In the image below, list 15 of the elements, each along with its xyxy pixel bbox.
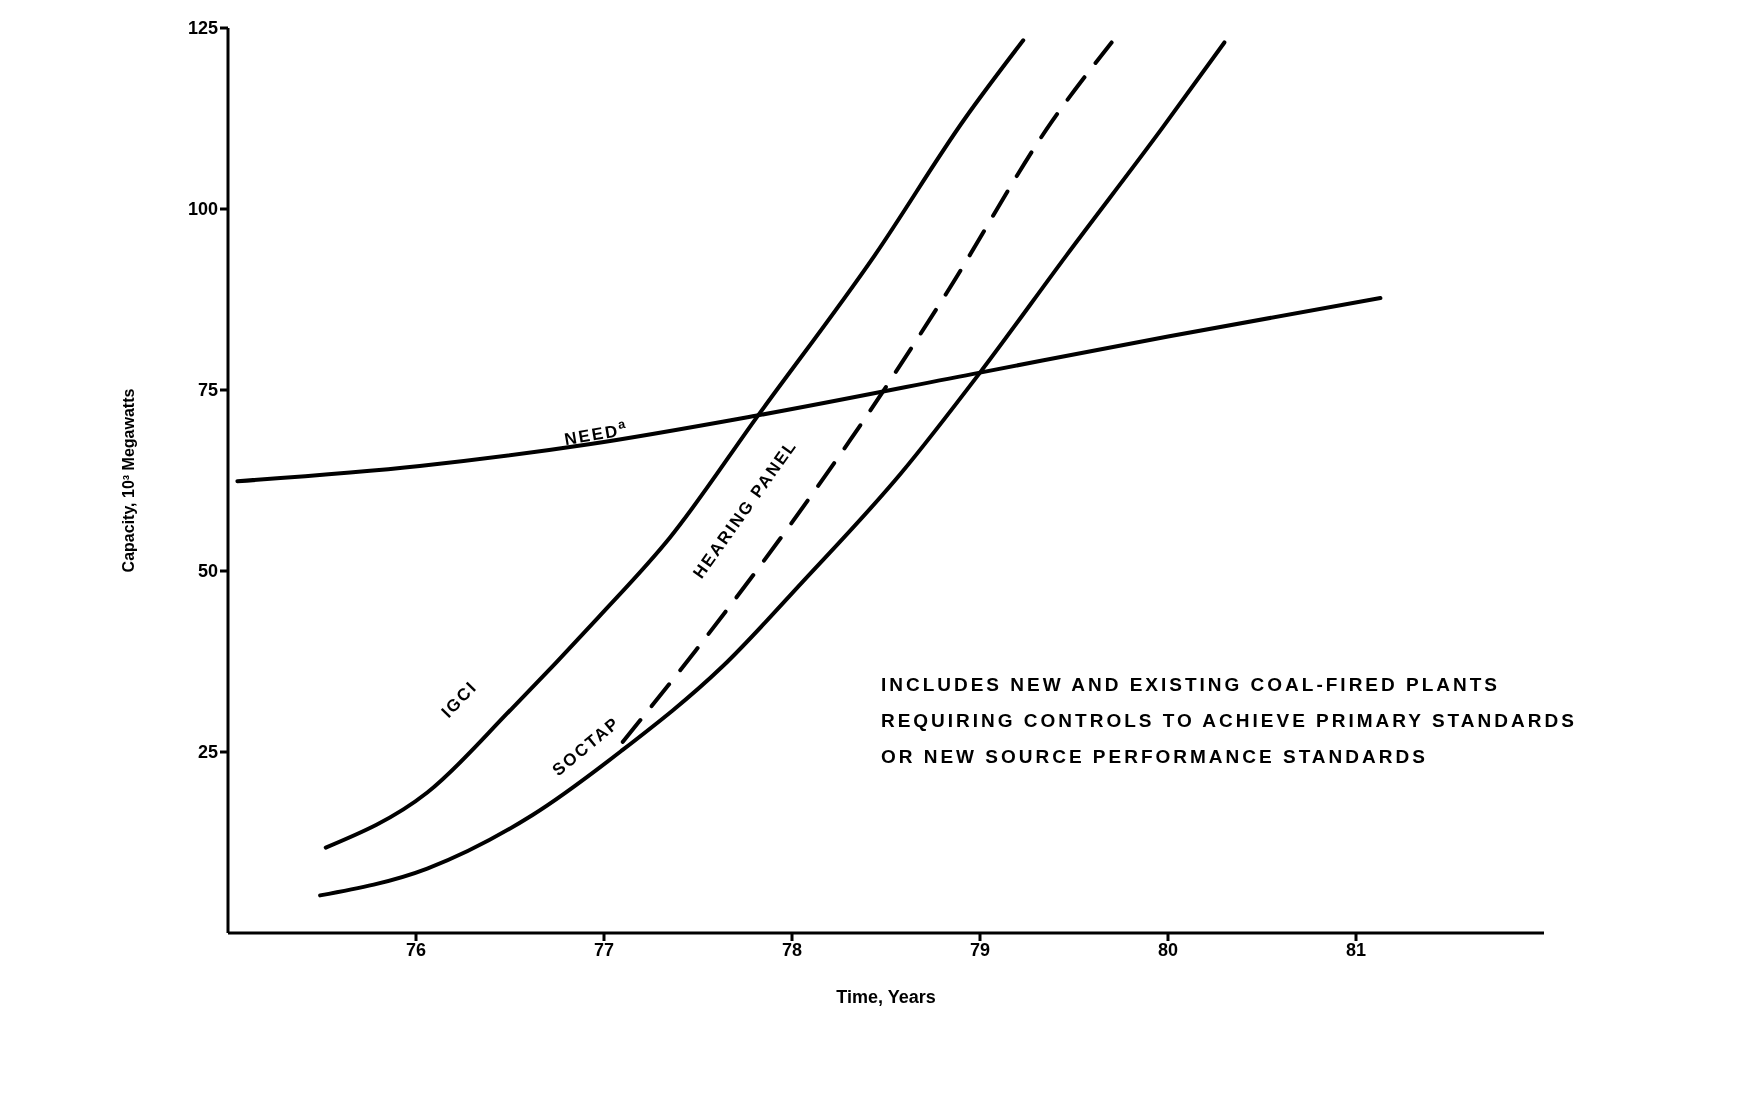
y-tick-label: 75 [197,380,218,401]
y-tick-label: 125 [187,18,218,39]
y-tick-label: 25 [197,742,218,763]
x-tick-label: 81 [1345,939,1367,960]
y-tick-label: 50 [197,561,218,582]
x-tick-label: 80 [1157,939,1179,960]
annotation: INCLUDES NEW AND EXISTING COAL-FIRED PLANTS REQUIRING CONTROLS TO ACHIEVE PRIMARY STANDARDS OR NEW SOURCE PERFORMANCE STANDARDS [880,674,1577,767]
text: NEED$^{a}$ [563,415,629,450]
y-tick-label: 100 [187,199,218,220]
x-axis-title: Time, Years [836,987,936,1007]
x-tick-label: 78 [781,939,803,960]
x-tick-label: 76 [405,939,427,960]
y-axis-title: Capacity, 10³ Megawatts [119,388,137,573]
x-tick-label: 77 [593,939,615,960]
x-tick-label: 79 [969,939,991,960]
